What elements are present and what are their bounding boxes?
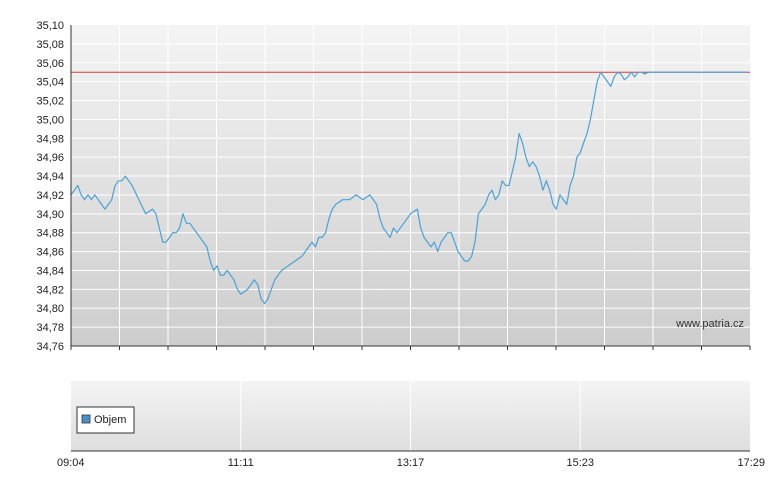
legend-label: Objem: [94, 414, 126, 426]
x-tick-label: 09:04: [57, 457, 85, 469]
y-tick-label: 34,82: [36, 284, 64, 296]
y-tick-label: 35,06: [36, 58, 64, 70]
price-panel: 35,10 35,08 35,06 35,04 35,02 35,00 34,98 34,96…: [36, 20, 751, 353]
y-tick-label: 35,00: [36, 114, 64, 126]
y-tick-label: 34,76: [36, 341, 64, 353]
volume-panel: Objem 09:04 11:11 13:17 15:23 17:29: [57, 381, 765, 469]
x-tick-label: 17:29: [737, 457, 765, 469]
legend-swatch-icon: [81, 414, 91, 424]
price-line: [70, 71, 747, 305]
x-tick-label: 13:17: [397, 457, 425, 469]
x-axis-labels: 09:04 11:11 13:17 15:23 17:29: [57, 457, 765, 469]
volume-legend: Objem: [76, 406, 135, 434]
y-tick-label: 34,98: [36, 133, 64, 145]
watermark: www.patria.cz: [675, 318, 744, 330]
y-tick-label: 34,80: [36, 303, 64, 315]
y-tick-label: 34,90: [36, 209, 64, 221]
y-tick-label: 35,08: [36, 39, 64, 51]
y-tick-label: 34,86: [36, 247, 64, 259]
y-axis-labels: 35,10 35,08 35,06 35,04 35,02 35,00 34,98 34,96…: [36, 20, 64, 353]
y-tick-label: 34,78: [36, 322, 64, 334]
y-tick-label: 34,96: [36, 152, 64, 164]
y-tick-label: 35,04: [36, 77, 64, 89]
y-tick-label: 34,84: [36, 265, 64, 277]
x-tick-label: 15:23: [566, 457, 594, 469]
x-tick-label: 11:11: [228, 457, 254, 469]
y-tick-label: 34,88: [36, 228, 64, 240]
volume-grid: [240, 381, 581, 451]
x-axis-ticks: [70, 346, 751, 350]
y-tick-label: 35,10: [36, 20, 64, 32]
y-tick-label: 34,92: [36, 190, 64, 202]
y-tick-label: 34,94: [36, 171, 64, 183]
y-tick-label: 35,02: [36, 96, 64, 108]
